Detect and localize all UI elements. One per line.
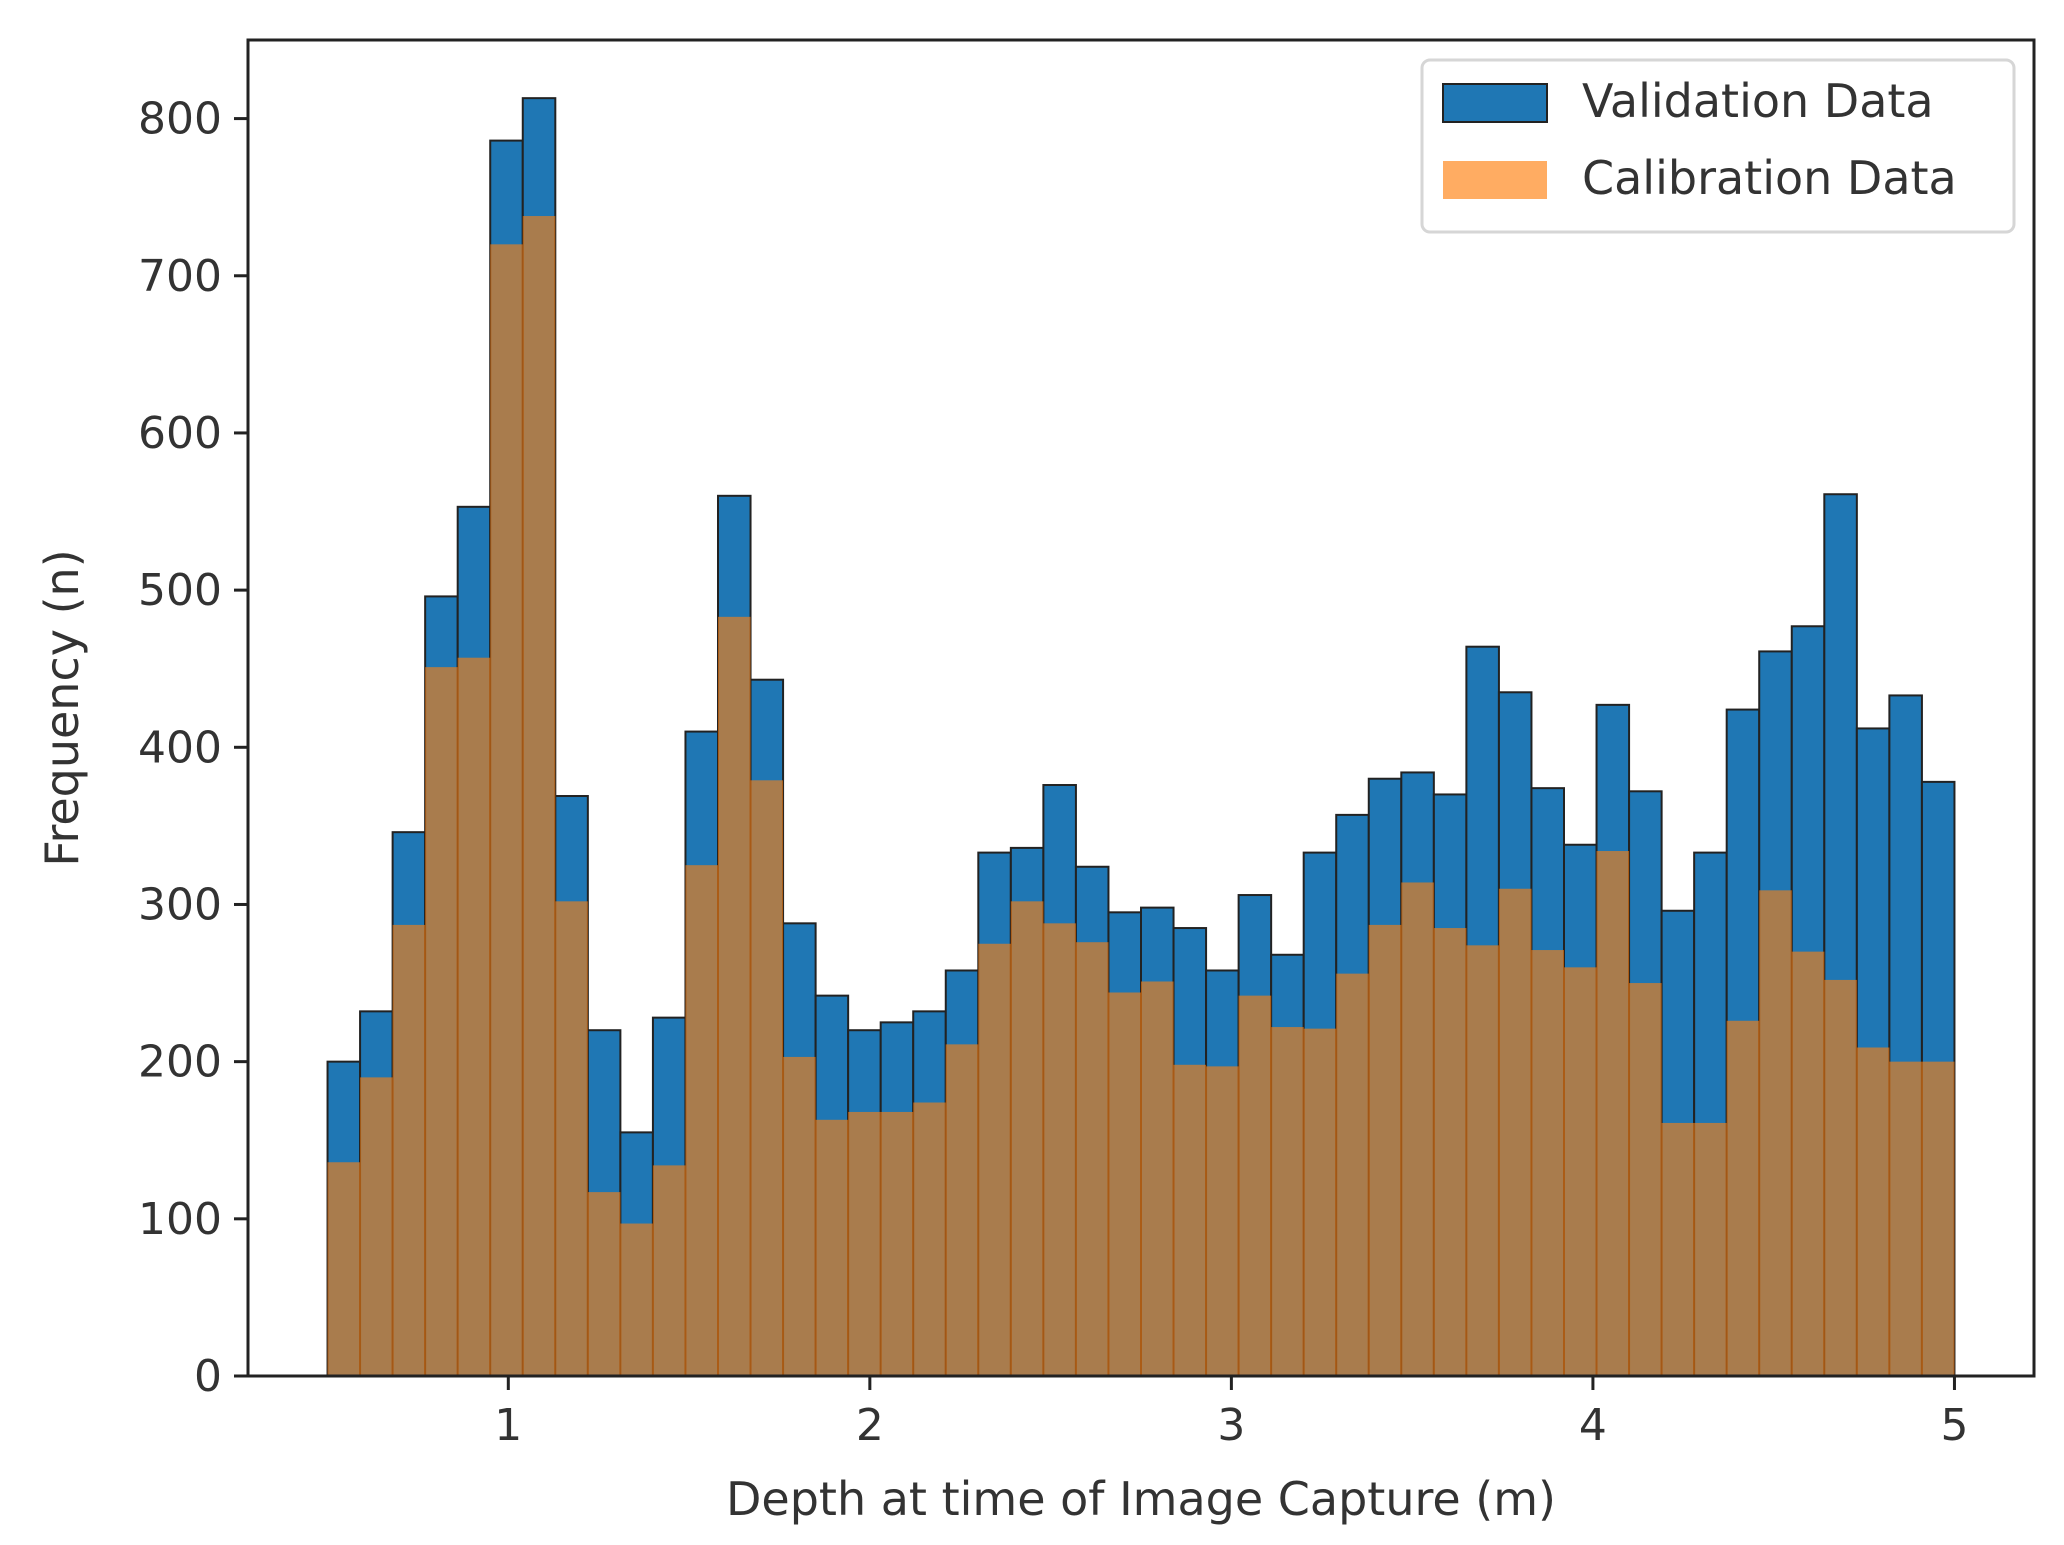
- y-tick-label: 400: [138, 722, 222, 773]
- x-axis-ticks: 1 2 3 4 5: [494, 1376, 1968, 1451]
- calibration-bar: [1791, 951, 1825, 1376]
- calibration-bar: [1043, 923, 1076, 1376]
- legend-swatch-validation: [1442, 83, 1548, 123]
- calibration-bar: [457, 657, 491, 1376]
- calibration-bar: [392, 924, 426, 1376]
- calibration-bar: [815, 1119, 849, 1376]
- calibration-bar: [652, 1165, 686, 1376]
- calibration-bar: [1661, 1122, 1695, 1376]
- y-tick-label: 700: [138, 251, 222, 302]
- calibration-bar: [360, 1077, 393, 1376]
- calibration-bar: [1401, 882, 1434, 1376]
- x-tick-label: 5: [1940, 1400, 1968, 1451]
- calibration-bar: [1531, 950, 1564, 1376]
- calibration-bar: [1108, 992, 1141, 1376]
- calibration-bar: [1498, 888, 1532, 1376]
- calibration-bar: [1238, 995, 1272, 1376]
- y-tick-label: 300: [138, 879, 222, 930]
- plot-frame: [246, 38, 2036, 1378]
- y-tick-label: 200: [138, 1037, 222, 1088]
- calibration-bars: [327, 216, 1955, 1377]
- x-tick-label: 4: [1579, 1400, 1607, 1451]
- calibration-bar: [1075, 942, 1109, 1376]
- calibration-bar: [1856, 1047, 1890, 1376]
- y-axis-ticks: 0 100 200 300 400 500 600 700 800: [138, 94, 248, 1402]
- calibration-bar: [880, 1111, 914, 1376]
- calibration-bar: [1596, 851, 1630, 1376]
- calibration-bar: [1694, 1122, 1727, 1376]
- y-tick-label: 500: [138, 565, 222, 616]
- calibration-bar: [1141, 981, 1174, 1376]
- y-tick-label: 800: [138, 94, 222, 145]
- calibration-bar: [587, 1192, 621, 1376]
- y-tick-label: 100: [138, 1194, 222, 1245]
- calibration-bar: [1271, 1027, 1304, 1376]
- legend-label-calibration: Calibration Data: [1582, 151, 1957, 205]
- calibration-bar: [425, 667, 458, 1376]
- legend-label-validation: Validation Data: [1582, 74, 1934, 128]
- legend-frame: [1420, 58, 2016, 234]
- calibration-bar: [1173, 1064, 1207, 1376]
- calibration-bar: [685, 865, 718, 1376]
- calibration-bar: [1010, 901, 1044, 1376]
- x-tick-label: 3: [1217, 1400, 1245, 1451]
- x-tick-label: 2: [856, 1400, 884, 1451]
- calibration-bar: [913, 1102, 946, 1376]
- calibration-bar: [490, 244, 523, 1377]
- calibration-bar: [1433, 928, 1467, 1376]
- calibration-bar: [327, 1162, 361, 1376]
- calibration-bar: [1921, 1061, 1955, 1376]
- x-axis-label: Depth at time of Image Capture (m): [726, 1472, 1556, 1526]
- calibration-bar: [978, 943, 1011, 1376]
- calibration-bar: [1564, 967, 1597, 1376]
- x-tick-label: 1: [494, 1400, 522, 1451]
- calibration-bar: [1824, 979, 1857, 1376]
- calibration-bar: [1336, 973, 1369, 1376]
- calibration-bar: [1368, 924, 1402, 1376]
- y-axis-label: Frequency (n): [35, 549, 89, 866]
- calibration-bar: [1759, 890, 1792, 1376]
- legend-swatch-calibration: [1443, 161, 1547, 199]
- calibration-bar: [1303, 1028, 1337, 1376]
- y-tick-label: 600: [138, 408, 222, 459]
- calibration-bar: [783, 1056, 816, 1376]
- calibration-bar: [945, 1044, 979, 1376]
- calibration-bar: [1726, 1020, 1760, 1376]
- calibration-bar: [1206, 1066, 1239, 1376]
- calibration-bar: [555, 901, 588, 1376]
- calibration-bar: [848, 1111, 881, 1376]
- y-tick-label: 0: [194, 1351, 222, 1402]
- legend: Validation Data Calibration Data: [1420, 58, 2016, 234]
- calibration-bar: [522, 216, 556, 1377]
- calibration-bar: [620, 1223, 653, 1376]
- calibration-bar: [1889, 1061, 1922, 1376]
- calibration-bar: [1466, 945, 1499, 1376]
- calibration-bar: [718, 616, 751, 1376]
- calibration-bar: [1629, 983, 1662, 1376]
- calibration-bar: [750, 780, 784, 1376]
